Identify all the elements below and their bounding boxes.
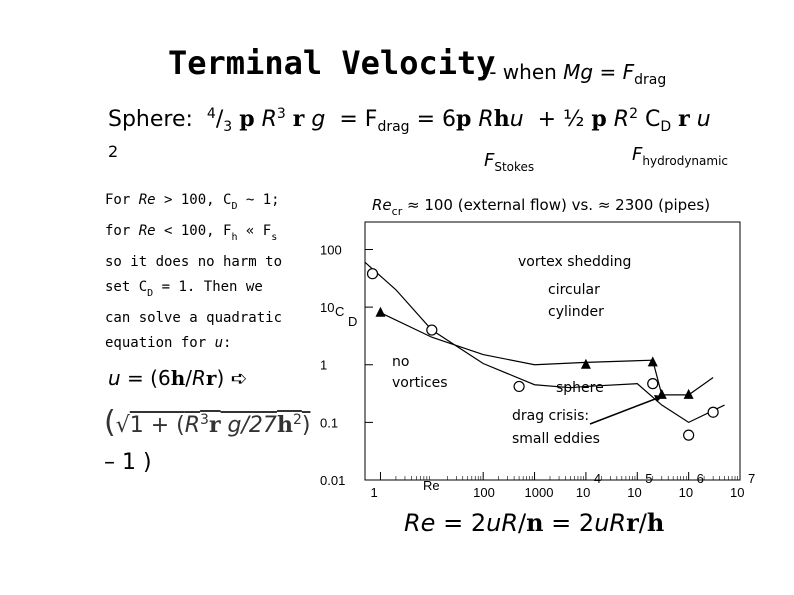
critical-reynolds-note: Recr ≈ 100 (external flow) vs. ≈ 2300 (p… [372,196,710,218]
triangle-marker [375,306,386,317]
eq-drag-sub: drag [377,119,410,135]
para-line-3: so it does no harm to [105,254,283,270]
velocity-equation-tail: – 1 ) [104,450,152,475]
eq-rho-2: r [678,106,690,132]
circle-marker [513,380,525,393]
annot-no: no [392,354,409,370]
f-stokes-label: FStokes [484,150,534,174]
y-tick-label: 0.1 [320,415,338,430]
slide-subtitle: -- when Mg = Fdrag [482,60,666,88]
y-tick-label: 10 [320,300,334,315]
annot-cylinder: cylinder [548,304,604,320]
triangle-marker [656,388,667,399]
para-line-1: For Re > 100, CD ~ 1; [105,192,280,212]
eq-pi-3: p [591,106,607,132]
eq-u-2: u [696,107,711,132]
circle-marker [707,406,719,418]
radicand: 1 + (R3r g/27h2) [129,412,311,438]
y-tick-label: 1 [320,358,327,373]
eq-u: u [509,107,524,132]
eq-equals-6: = 6 [416,107,456,132]
annot-vortices: vortices [392,375,448,391]
eq-cd: C [645,107,661,132]
x-tick-exponent: 6 [697,471,704,486]
annot-vortex-shedding: vortex shedding [518,254,631,270]
eq-frac-den: 3 [223,119,233,135]
y-tick-label: 0.01 [320,473,345,488]
y-label-c: C [335,304,344,319]
triangle-marker [683,388,694,399]
recr-re: Re [372,196,392,214]
force-balance-equation: Sphere: 4/3 p R3 r g = Fdrag = 6p Rhu + … [108,106,711,135]
eq-frac-num: 4 [206,106,216,122]
triangle-marker [647,356,658,367]
circle-marker [647,378,659,390]
recr-text: ≈ 100 (external flow) vs. ≈ 2300 (pipes) [402,196,711,214]
recr-sub: cr [391,205,403,218]
x-tick-exponent: 4 [594,471,601,486]
x-label: Re [423,478,440,493]
x-tick-label: 10 [627,485,641,500]
eq-r-2: R [478,107,494,132]
eq-rho: r [292,106,305,132]
eq-plus-half: + ½ [537,107,585,132]
x-tick-exponent: 7 [748,471,755,486]
para-line-2: for Re < 100, Fh « Fs [105,223,278,243]
x-tick-label: 10 [730,485,744,500]
annot-sphere: sphere [556,380,604,396]
subtitle-drag-sub: drag [634,72,667,88]
x-tick-label: 10 [679,485,693,500]
subtitle-prefix: -- when [482,60,557,84]
circle-marker [366,268,379,280]
series-line-sphere [364,261,725,424]
velocity-equation-root: (√1 + (R3r g/27h2) [104,405,311,440]
f-stokes-sub: Stokes [494,160,535,174]
eq-eta: h [493,106,510,132]
eq-equals-f: = F [339,107,378,132]
f-hydro-label: Fhydrodynamic [632,144,728,168]
subtitle-mg: Mg = F [563,60,635,84]
slide-title: Terminal Velocity [168,44,496,82]
eq-pi-2: p [456,106,472,132]
f-hydro: F [632,144,643,165]
circle-marker [426,324,438,336]
y-label-d: D [348,314,357,329]
x-tick-label: 1 [370,485,377,500]
para-line-4: set CD = 1. Then we [105,279,263,299]
annot-circular: circular [548,282,600,298]
x-tick-label: 1000 [525,485,554,500]
f-stokes: F [484,150,495,171]
f-hydro-sub: hydrodynamic [642,154,728,168]
annot-arrow-line [589,395,664,425]
y-tick-label: 100 [320,242,342,257]
eq-wrapped-two: 2 [108,142,119,161]
para-line-5: can solve a quadratic [105,310,283,326]
explanation-paragraph: For Re > 100, CD ~ 1; for Re < 100, Fh «… [105,188,300,356]
eq-prefix: Sphere: [108,107,193,132]
x-tick-exponent: 5 [645,471,652,486]
eq-sq: 2 [629,106,638,122]
eq-cube: 3 [276,106,286,122]
x-tick-label: 10 [576,485,590,500]
eq-pi: p [239,106,255,132]
eq-r-3: R [613,107,630,132]
triangle-marker [580,358,591,369]
para-line-6: equation for u: [105,335,232,351]
annot-arrow-head [654,395,663,402]
circle-marker [683,429,695,441]
series-line-cylinder [380,312,714,396]
x-tick-label: 100 [473,485,495,500]
arrow-icon: ➪ [230,366,248,390]
eq-g: g [311,107,326,132]
annot-drag-crisis: drag crisis: [512,408,589,424]
reynolds-definition: Re = 2uR/n = 2uRr/h [404,508,665,537]
plot-frame [364,221,741,481]
velocity-equation: u = (6h/Rr) ➪ [108,366,248,390]
eq-cd-sub: D [660,119,672,135]
eq-r: R [261,107,277,132]
annot-small-eddies: small eddies [512,431,600,447]
